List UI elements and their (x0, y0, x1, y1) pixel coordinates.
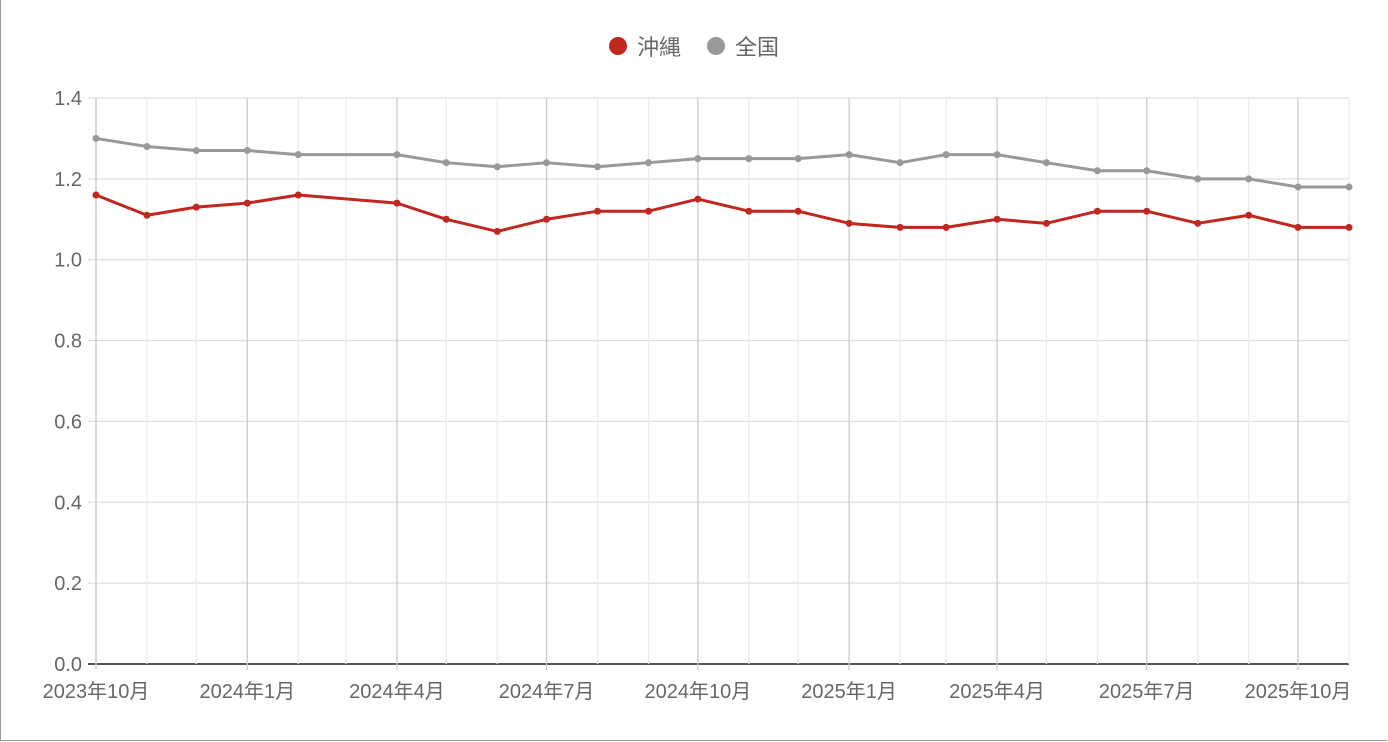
data-point[interactable] (192, 147, 200, 155)
data-point[interactable] (1093, 167, 1101, 175)
chart-legend: 沖縄 全国 (0, 30, 1388, 62)
x-tick-label: 2024年4月 (349, 680, 445, 703)
data-point[interactable] (393, 199, 401, 207)
data-point[interactable] (594, 207, 602, 215)
data-point[interactable] (1042, 159, 1050, 167)
y-tick-label: 1.4 (54, 88, 82, 110)
y-axis: 0.0 0.2 0.4 0.6 0.8 1.0 1.2 1.4 (54, 88, 82, 676)
data-point[interactable] (243, 199, 251, 207)
data-point[interactable] (1042, 219, 1050, 227)
data-point[interactable] (442, 159, 450, 167)
data-point[interactable] (243, 147, 251, 155)
data-point[interactable] (143, 143, 151, 151)
grid-lines (88, 97, 1350, 670)
data-point[interactable] (294, 191, 302, 199)
data-point[interactable] (896, 223, 904, 231)
data-point[interactable] (845, 219, 853, 227)
data-point[interactable] (794, 207, 802, 215)
data-point[interactable] (1194, 175, 1202, 183)
data-point[interactable] (1143, 167, 1151, 175)
x-axis: 2023年10月 2024年1月 2024年4月 2024年7月 2024年10月 202… (43, 680, 1352, 703)
data-point[interactable] (92, 191, 100, 199)
legend-dot-national-icon (707, 37, 725, 55)
data-point[interactable] (745, 155, 753, 163)
y-tick-label: 0.2 (54, 573, 82, 595)
x-tick-label: 2025年4月 (949, 680, 1045, 703)
data-point[interactable] (493, 163, 501, 171)
legend-dot-okinawa-icon (608, 37, 627, 55)
data-point[interactable] (594, 163, 602, 171)
data-point[interactable] (192, 203, 200, 211)
y-tick-label: 0.8 (54, 331, 82, 353)
data-point[interactable] (543, 215, 551, 223)
data-point[interactable] (645, 207, 653, 215)
data-point[interactable] (794, 155, 802, 163)
data-point[interactable] (493, 227, 501, 235)
data-point[interactable] (442, 215, 450, 223)
data-point[interactable] (645, 159, 653, 167)
data-point[interactable] (694, 155, 702, 163)
data-point[interactable] (1143, 207, 1151, 215)
data-point[interactable] (694, 195, 702, 203)
data-point[interactable] (1093, 207, 1101, 215)
x-tick-label: 2025年7月 (1099, 680, 1195, 703)
data-point[interactable] (942, 223, 950, 231)
x-tick-label: 2025年10月 (1245, 680, 1352, 703)
data-series (92, 134, 1353, 235)
series-line (95, 193, 1349, 233)
data-point[interactable] (92, 134, 100, 142)
data-point[interactable] (1345, 223, 1353, 231)
y-tick-label: 1.2 (54, 169, 82, 191)
data-point[interactable] (845, 151, 853, 159)
legend-item-okinawa[interactable]: 沖縄 (608, 30, 681, 62)
data-point[interactable] (1294, 183, 1302, 191)
data-point[interactable] (1245, 211, 1253, 219)
x-tick-label: 2024年1月 (199, 680, 295, 703)
series-line (95, 136, 1349, 189)
x-tick-label: 2024年7月 (499, 680, 595, 703)
data-point[interactable] (294, 151, 302, 159)
x-tick-label: 2024年10月 (644, 680, 751, 703)
data-point[interactable] (745, 207, 753, 215)
data-point[interactable] (543, 159, 551, 167)
data-point[interactable] (942, 151, 950, 159)
data-point[interactable] (896, 159, 904, 167)
data-point[interactable] (143, 211, 151, 219)
data-point[interactable] (393, 151, 401, 159)
legend-item-national[interactable]: 全国 (707, 30, 779, 62)
y-tick-label: 0.4 (54, 492, 82, 514)
data-point[interactable] (1194, 219, 1202, 227)
y-tick-label: 1.0 (54, 250, 82, 272)
data-point[interactable] (1294, 223, 1302, 231)
legend-label-okinawa: 沖縄 (636, 35, 681, 60)
y-tick-label: 0.0 (54, 654, 82, 676)
data-point[interactable] (1345, 183, 1353, 191)
legend-label-national: 全国 (735, 35, 780, 60)
data-point[interactable] (993, 151, 1001, 159)
data-point[interactable] (993, 215, 1001, 223)
x-tick-label: 2025年1月 (801, 680, 897, 703)
data-point[interactable] (1245, 175, 1253, 183)
y-tick-label: 0.6 (54, 411, 82, 433)
x-tick-label: 2023年10月 (43, 680, 150, 703)
